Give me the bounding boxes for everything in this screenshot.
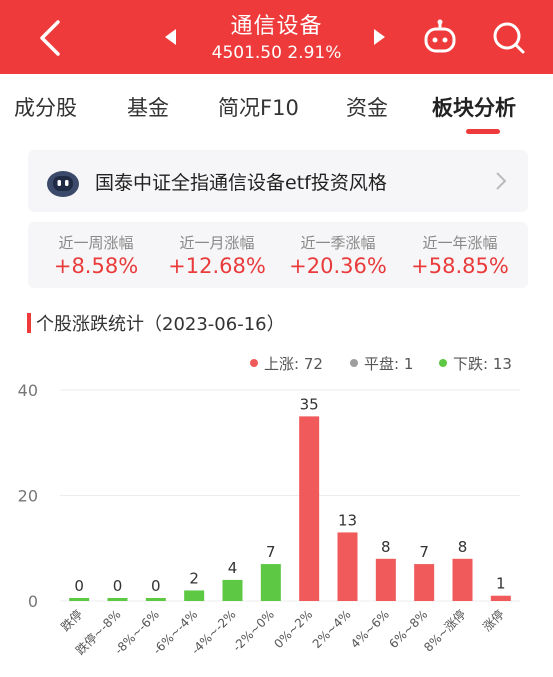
tab-sector-analysis[interactable]: 板块分析 [432,96,516,120]
legend-label: 下跌: 13 [453,355,512,373]
bar-value-label: 7 [419,543,429,561]
x-tick-label: 涨停 [479,607,507,635]
etf-style-banner[interactable]: 国泰中证全指通信设备etf投资风格 [28,150,528,212]
tab-bar: 成分股 基金 简况F10 资金 板块分析 [0,74,553,138]
bar-value-label: 7 [266,543,276,561]
tab-overview-f10[interactable]: 简况F10 [218,96,299,120]
bar [107,598,128,601]
tab-capital[interactable]: 资金 [346,96,388,120]
legend-dot-up [250,359,258,367]
section-title: 个股涨跌统计（2023-06-16） [36,314,285,335]
legend-up: 上涨: 72 [250,353,323,375]
bar [375,558,396,601]
bar [337,532,358,601]
stat-value: +58.85% [411,254,509,278]
bar-value-label: 0 [113,577,123,595]
bar-value-label: 8 [458,538,468,556]
robot-icon [47,171,79,197]
page-title: 通信设备 [230,14,323,39]
stat-value: +20.36% [289,254,387,278]
legend-dot-flat [350,359,358,367]
stat-label: 近一年涨幅 [422,234,498,252]
index-change: 2.91% [287,43,342,63]
x-tick-label: 2%~4% [310,607,354,651]
bar-value-label: 2 [189,569,199,587]
y-tick-label: 0 [28,592,38,611]
legend-flat: 平盘: 1 [350,353,413,375]
bar [184,590,205,601]
x-tick-label: 跌停 [58,607,86,635]
stat-label: 近一周涨幅 [58,234,134,252]
bar [299,416,320,601]
bar [260,564,281,601]
bar-value-label: 4 [228,559,238,577]
stat-label: 近一月涨幅 [179,234,255,252]
tab-funds[interactable]: 基金 [127,96,169,120]
active-tab-indicator [466,129,500,134]
banner-text: 国泰中证全指通信设备etf投资风格 [95,172,387,194]
bar-value-label: 0 [151,577,161,595]
x-tick-label: 0%~2% [271,607,315,651]
legend-label: 平盘: 1 [364,355,414,373]
index-value: 4501.50 [211,43,282,63]
bar [222,579,243,601]
x-tick-label: 4%~6% [348,607,392,651]
previous-sector-icon[interactable] [163,28,177,46]
legend-label: 上涨: 72 [264,355,323,373]
legend-dot-down [439,359,447,367]
bar [145,598,166,601]
distribution-bar-chart: 020400跌停0跌停~-8%0-8%~-6%2-6%~-4%4-4%~-2%7… [18,381,520,658]
stat-value: +8.58% [53,254,139,278]
bar-value-label: 1 [496,575,506,593]
next-sector-icon[interactable] [373,28,387,46]
bar-value-label: 35 [300,395,319,413]
x-tick-label: -2%~0% [230,607,277,654]
bar [452,558,473,601]
stat-label: 近一季涨幅 [300,234,376,252]
y-tick-label: 40 [18,381,38,400]
chevron-right-icon [496,172,507,190]
bar-value-label: 8 [381,538,391,556]
bar [69,598,90,601]
stat-value: +12.68% [168,254,266,278]
bar-value-label: 13 [338,511,357,529]
x-tick-label: 8%~涨停 [420,607,468,655]
performance-stats: 近一周涨幅 +8.58% 近一月涨幅 +12.68% 近一季涨幅 +20.36%… [28,222,528,288]
bar [414,564,435,601]
header: 通信设备 4501.50 2.91% [0,0,553,74]
robot-assistant-icon[interactable] [420,18,460,58]
y-tick-label: 20 [18,487,38,506]
section-marker [27,313,31,333]
bar [490,595,511,601]
back-arrow-icon[interactable] [34,18,68,58]
legend-down: 下跌: 13 [439,353,512,375]
search-icon[interactable] [490,18,528,58]
tab-constituents[interactable]: 成分股 [14,96,77,120]
bar-value-label: 0 [74,577,84,595]
index-quote: 4501.50 2.91% [0,43,553,63]
